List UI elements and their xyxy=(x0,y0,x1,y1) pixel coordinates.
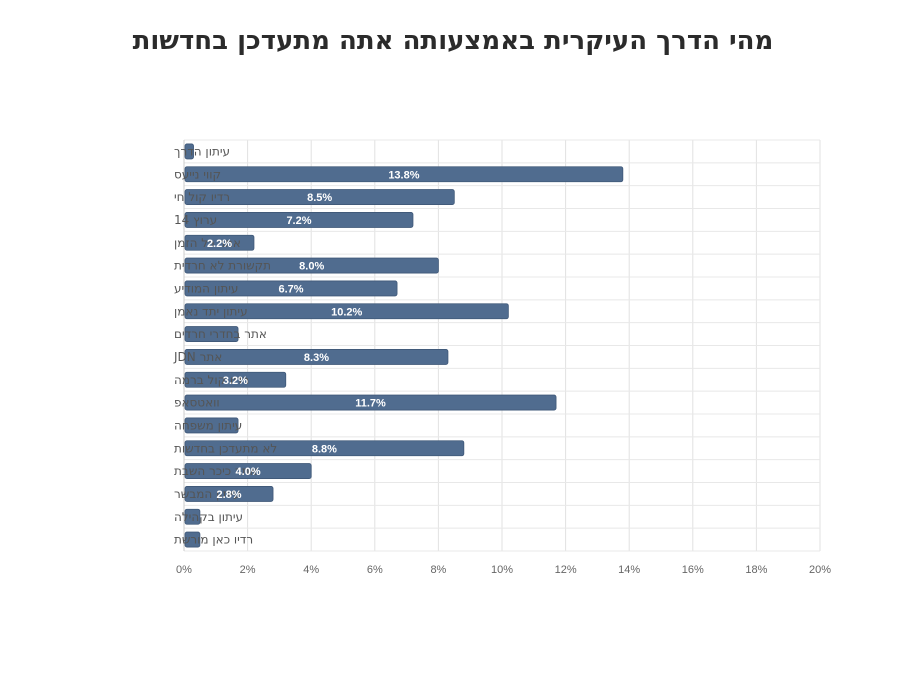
bar xyxy=(184,440,465,457)
category-label: אתר כיכר השבת xyxy=(174,464,258,478)
data-label: 8.5% xyxy=(307,192,332,204)
category-label: רדיו קול ברמה xyxy=(174,373,249,387)
bar xyxy=(184,257,439,274)
x-tick-label: 12% xyxy=(555,564,577,576)
category-label: אתר JDN xyxy=(173,350,222,364)
x-tick-label: 8% xyxy=(430,564,446,576)
data-label: 8.0% xyxy=(299,261,324,273)
bar xyxy=(184,303,509,320)
bar xyxy=(184,212,414,228)
bar xyxy=(184,394,557,411)
x-tick-label: 14% xyxy=(618,564,640,576)
bar xyxy=(184,508,201,525)
category-label: עיתון בקהילה xyxy=(174,510,243,524)
chart-title: מהי הדרך העיקרית באמצעותה אתה מתעדכן בחד… xyxy=(132,26,774,56)
bar-layer xyxy=(184,143,624,548)
category-label: רדיו כאן מורשת xyxy=(174,533,253,547)
bar xyxy=(184,417,239,434)
x-tick-label: 18% xyxy=(745,564,767,576)
bar xyxy=(184,280,398,297)
data-label: 11.7% xyxy=(355,398,386,410)
data-label: 6.7% xyxy=(278,283,303,295)
bar xyxy=(184,326,239,342)
bar xyxy=(184,349,449,365)
data-label: 3.2% xyxy=(223,375,248,387)
category-label: רדיו קול חי xyxy=(174,190,230,204)
category-label: ערוץ 14 xyxy=(174,213,217,227)
x-tick-label: 0% xyxy=(176,564,192,576)
bar xyxy=(184,166,624,183)
category-label: עיתון המבשר xyxy=(174,487,241,501)
bar xyxy=(184,143,194,160)
bar xyxy=(184,531,201,548)
x-tick-label: 20% xyxy=(809,564,831,576)
bar xyxy=(184,234,255,251)
category-label: וואטסאפ xyxy=(174,396,220,410)
data-label: 13.8% xyxy=(388,169,419,181)
data-label: 10.2% xyxy=(331,306,362,318)
x-tick-label: 6% xyxy=(367,564,383,576)
category-label: עיתון יתד נאמן xyxy=(174,304,248,318)
data-label: 2.2% xyxy=(207,238,232,250)
category-label: עיתון המודיע xyxy=(174,281,238,295)
data-label: 7.2% xyxy=(286,215,311,227)
bar xyxy=(184,371,287,388)
x-tick-label: 4% xyxy=(303,564,319,576)
data-label: 8.8% xyxy=(312,443,337,455)
bar xyxy=(184,486,274,502)
data-label: 4.0% xyxy=(236,466,261,478)
category-label: קווי נייעס xyxy=(174,167,221,181)
grid-layer xyxy=(183,139,821,552)
data-label: 8.3% xyxy=(304,352,329,364)
x-tick-label: 16% xyxy=(682,564,704,576)
category-label: תקשורת לא חרדית xyxy=(174,259,271,273)
label-layer: 0% 2% 4% 6% 8% 10% 12% 14% 16% 18% 20% עיתון הדרך קו… xyxy=(173,144,831,576)
bar xyxy=(184,189,455,205)
category-label: לא מתעדכן בחדשות xyxy=(174,441,277,455)
x-tick-label: 2% xyxy=(240,564,256,576)
category-label: אתר בחדרי חרדים xyxy=(174,327,267,341)
category-label: עיתון משפחה xyxy=(174,418,242,432)
x-tick-label: 10% xyxy=(491,564,513,576)
data-label: 2.8% xyxy=(216,489,241,501)
category-label: אתר כל הזמן xyxy=(174,236,241,250)
bar xyxy=(184,463,312,479)
category-label: עיתון הדרך xyxy=(174,144,230,158)
